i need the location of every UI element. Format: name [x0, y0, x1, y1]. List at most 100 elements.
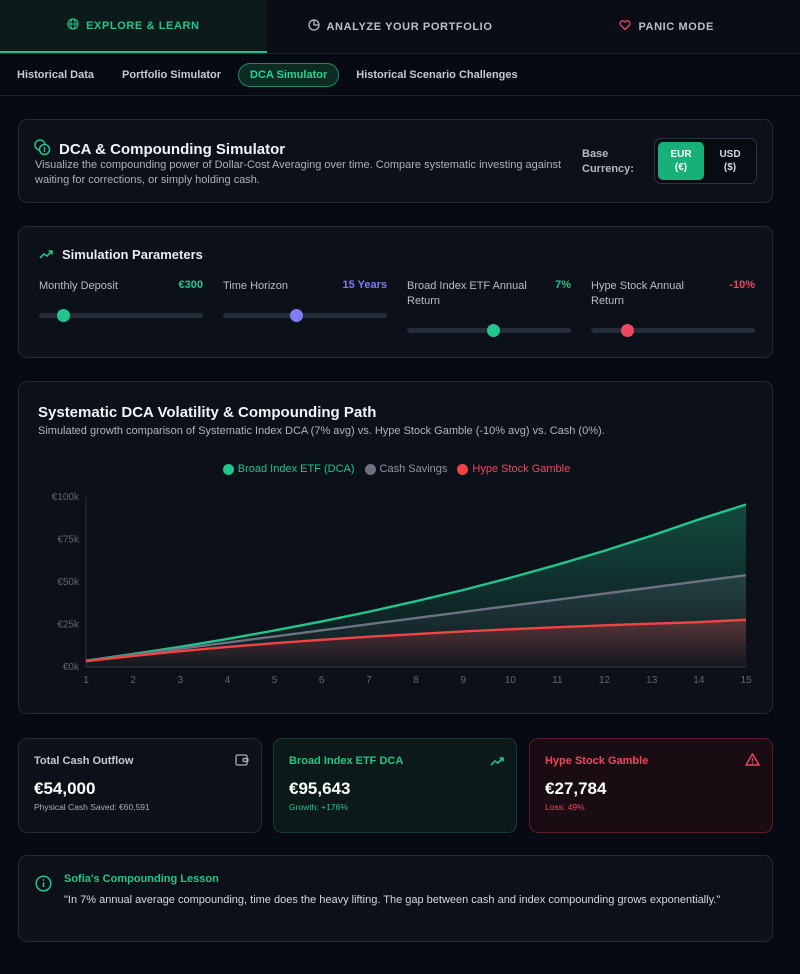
y-tick-label: €50k [57, 577, 80, 588]
param-value: -10% [729, 279, 755, 291]
heart-icon [619, 19, 632, 34]
x-tick-label: 3 [178, 675, 184, 686]
chart-card: €0k €25k €50k €75k €100k 1 2 3 4 5 6 7 8 9 10 11 12 13 14 1… [18, 381, 773, 714]
legend-label: Broad Index ETF (DCA) [237, 463, 355, 475]
stat-subtext: Physical Cash Saved: €60,591 [34, 802, 150, 812]
param-label: Broad Index ETF Annual Return [407, 280, 527, 307]
subtab-portfolio-simulator[interactable]: Portfolio Simulator [122, 68, 222, 81]
x-tick-label: 10 [505, 675, 517, 686]
stat-subtext: Growth: +176% [289, 802, 348, 812]
stat-subtext: Loss: 49% [545, 802, 585, 812]
sub-navigation: Historical Data Portfolio Simulator DCA … [0, 54, 800, 96]
legend-dot [364, 463, 376, 475]
subtab-historical-data[interactable]: Historical Data [17, 68, 95, 81]
param-value: 15 Years [342, 279, 387, 291]
legend-label: Hype Stock Gamble [472, 463, 571, 475]
stat-label: Total Cash Outflow [34, 755, 134, 767]
tab-label: ANALYZE YOUR PORTFOLIO [326, 20, 493, 33]
stat-label: Hype Stock Gamble [545, 755, 649, 767]
x-tick-label: 13 [646, 675, 658, 686]
currency-option-usd[interactable]: USD ($) [719, 149, 741, 173]
stat-card-hype-stock: Hype Stock Gamble €27,784 Loss: 49% [529, 738, 773, 833]
stat-card-cash-outflow: Total Cash Outflow €54,000 Physical Cash… [18, 738, 262, 833]
legend-dot [457, 463, 469, 475]
slider-handle[interactable] [487, 324, 501, 337]
y-tick-label: €75k [57, 535, 80, 546]
param-value: 7% [555, 279, 571, 291]
page-title: DCA & Compounding Simulator [59, 141, 286, 158]
legend-item-cash[interactable]: Cash Savings [364, 463, 448, 475]
x-tick-label: 4 [225, 675, 231, 686]
chart-subtitle: Simulated growth comparison of Systemati… [38, 425, 605, 437]
series-line-0 [85, 503, 747, 662]
param-label: Hype Stock Annual Return [591, 280, 684, 307]
tab-panic-mode[interactable]: PANIC MODE [533, 0, 800, 53]
x-tick-label: 6 [319, 675, 325, 686]
x-tick-label: 5 [272, 675, 278, 686]
legend-label: Cash Savings [379, 463, 448, 475]
hype-return-slider[interactable] [591, 324, 755, 337]
page-description: Visualize the compounding power of Dolla… [35, 159, 562, 186]
coins-icon [33, 138, 51, 161]
x-tick-label: 15 [740, 675, 752, 686]
param-monthly-deposit: Monthly Deposit €300 [39, 279, 203, 322]
subtab-scenario-challenges[interactable]: Historical Scenario Challenges [356, 68, 518, 81]
series-area-2 [86, 619, 746, 667]
time-horizon-slider[interactable] [223, 309, 387, 322]
legend-item-hype-stock[interactable]: Hype Stock Gamble [457, 463, 570, 475]
x-tick-label: 2 [130, 675, 136, 686]
y-tick-label: €25k [57, 620, 80, 631]
series-line-2 [85, 618, 747, 663]
simulator-header-card: DCA & Compounding Simulator Visualize th… [18, 119, 773, 203]
etf-return-slider[interactable] [407, 324, 571, 337]
tab-explore-learn[interactable]: EXPLORE & LEARN [0, 0, 267, 53]
subtab-dca-simulator[interactable]: DCA Simulator [238, 62, 340, 87]
currency-toggle: EUR (€) USD ($) [654, 138, 757, 184]
param-label: Monthly Deposit [39, 280, 118, 292]
currency-option-eur[interactable]: EUR (€) [658, 142, 704, 180]
stat-card-index-etf: Broad Index ETF DCA €95,643 Growth: +176… [273, 738, 517, 833]
slider-handle[interactable] [57, 309, 71, 322]
x-tick-label: 12 [599, 675, 611, 686]
series-line-1 [85, 574, 747, 663]
param-label: Time Horizon [223, 280, 288, 292]
param-value: €300 [178, 279, 203, 291]
tab-analyze-portfolio[interactable]: ANALYZE YOUR PORTFOLIO [267, 0, 534, 53]
lesson-text: "In 7% annual average compounding, time … [64, 894, 721, 906]
wallet-icon [235, 753, 249, 771]
trending-up-icon [490, 753, 504, 771]
trending-up-icon [39, 247, 53, 262]
stat-label: Broad Index ETF DCA [289, 755, 404, 767]
y-tick-label: €0k [63, 662, 80, 673]
simulation-parameters-card: Simulation Parameters Monthly Deposit €3… [18, 226, 773, 358]
x-tick-label: 1 [83, 675, 89, 686]
lesson-title: Sofia's Compounding Lesson [64, 873, 219, 885]
tab-label: EXPLORE & LEARN [86, 19, 200, 32]
x-tick-label: 7 [366, 675, 372, 686]
pie-chart-icon [307, 19, 320, 34]
legend-item-index-etf[interactable]: Broad Index ETF (DCA) [222, 463, 355, 475]
tab-label: PANIC MODE [638, 20, 714, 33]
info-icon [35, 875, 52, 897]
monthly-deposit-slider[interactable] [39, 309, 203, 322]
slider-handle[interactable] [290, 309, 304, 322]
param-etf-return: Broad Index ETF Annual Return 7% [407, 279, 571, 337]
x-tick-label: 11 [552, 675, 563, 686]
globe-icon [67, 18, 79, 33]
x-tick-label: 8 [413, 675, 419, 686]
slider-handle[interactable] [620, 324, 634, 337]
warning-icon [745, 753, 760, 771]
chart-legend: Broad Index ETF (DCA) Cash Savings Hype … [19, 463, 774, 475]
section-title: Simulation Parameters [62, 247, 203, 262]
param-hype-return: Hype Stock Annual Return -10% [591, 279, 755, 337]
chart-title: Systematic DCA Volatility & Compounding … [38, 404, 377, 421]
legend-dot [222, 463, 234, 475]
x-tick-label: 9 [460, 675, 466, 686]
x-tick-label: 14 [693, 675, 705, 686]
param-time-horizon: Time Horizon 15 Years [223, 279, 387, 322]
base-currency-label: Base Currency: [582, 148, 634, 175]
stat-value: €27,784 [545, 779, 607, 798]
lesson-card: Sofia's Compounding Lesson "In 7% annual… [18, 855, 773, 942]
stat-value: €54,000 [34, 779, 96, 798]
